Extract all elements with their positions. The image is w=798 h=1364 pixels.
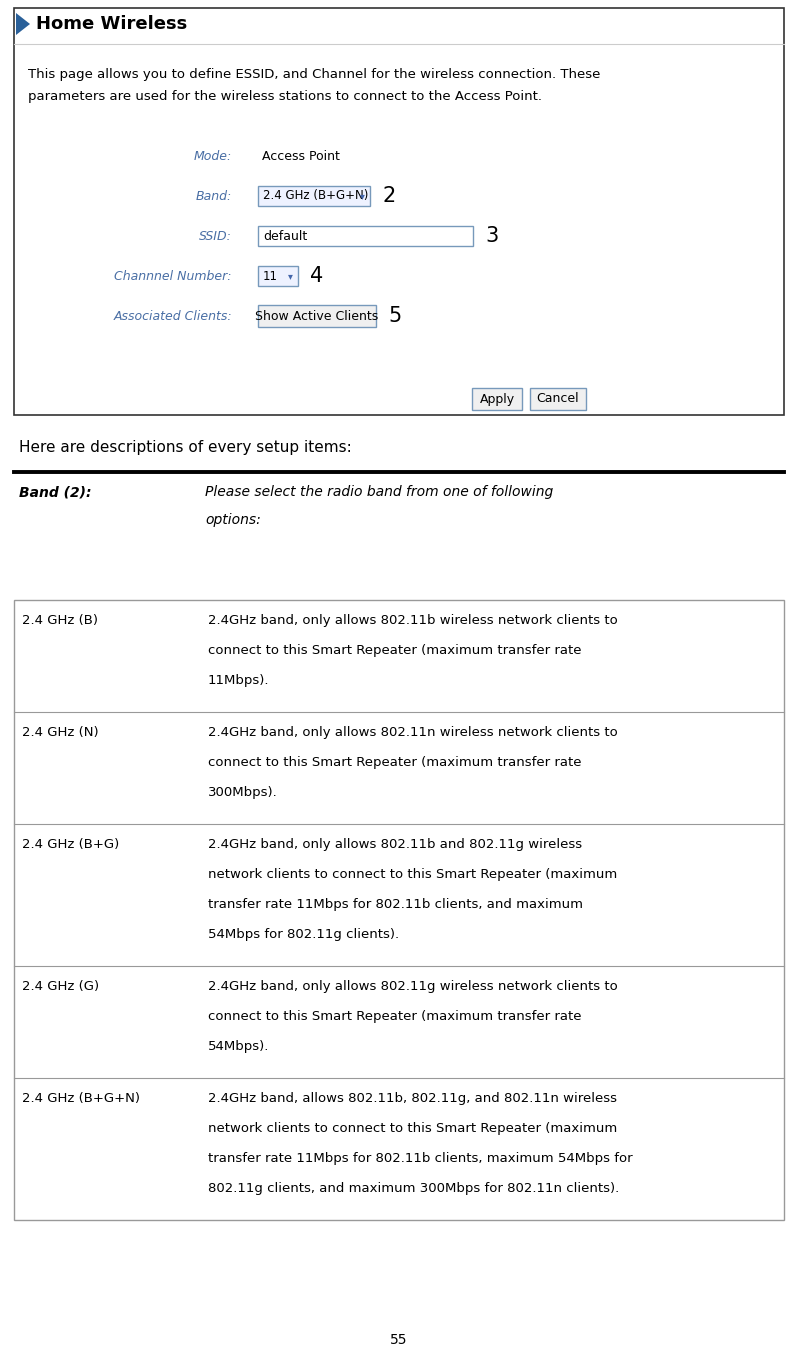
Text: 11Mbps).: 11Mbps). — [208, 674, 270, 687]
Text: 55: 55 — [390, 1333, 408, 1348]
Text: Channnel Number:: Channnel Number: — [114, 270, 232, 282]
Text: Access Point: Access Point — [262, 150, 340, 162]
Text: 2.4GHz band, allows 802.11b, 802.11g, and 802.11n wireless: 2.4GHz band, allows 802.11b, 802.11g, an… — [208, 1093, 617, 1105]
Text: Mode:: Mode: — [194, 150, 232, 162]
Text: 3: 3 — [485, 226, 498, 246]
Text: 2.4 GHz (B+G+N): 2.4 GHz (B+G+N) — [22, 1093, 140, 1105]
Text: 4: 4 — [310, 266, 323, 286]
Text: 2.4 GHz (B): 2.4 GHz (B) — [22, 614, 98, 627]
FancyBboxPatch shape — [530, 387, 586, 411]
Text: 54Mbps for 802.11g clients).: 54Mbps for 802.11g clients). — [208, 928, 399, 941]
Text: connect to this Smart Repeater (maximum transfer rate: connect to this Smart Repeater (maximum … — [208, 644, 582, 657]
Text: Associated Clients:: Associated Clients: — [113, 310, 232, 322]
FancyBboxPatch shape — [14, 8, 784, 415]
Text: 802.11g clients, and maximum 300Mbps for 802.11n clients).: 802.11g clients, and maximum 300Mbps for… — [208, 1183, 619, 1195]
Text: Cancel: Cancel — [537, 393, 579, 405]
Text: 54Mbps).: 54Mbps). — [208, 1039, 270, 1053]
Text: 2.4GHz band, only allows 802.11n wireless network clients to: 2.4GHz band, only allows 802.11n wireles… — [208, 726, 618, 739]
Text: 5: 5 — [388, 306, 401, 326]
Text: default: default — [263, 229, 307, 243]
Text: transfer rate 11Mbps for 802.11b clients, and maximum: transfer rate 11Mbps for 802.11b clients… — [208, 898, 583, 911]
Text: 2.4GHz band, only allows 802.11g wireless network clients to: 2.4GHz band, only allows 802.11g wireles… — [208, 979, 618, 993]
Text: 2: 2 — [382, 186, 395, 206]
Text: 2.4 GHz (B+G): 2.4 GHz (B+G) — [22, 837, 119, 851]
Text: network clients to connect to this Smart Repeater (maximum: network clients to connect to this Smart… — [208, 1123, 617, 1135]
Text: options:: options: — [205, 513, 261, 527]
Text: Please select the radio band from one of following: Please select the radio band from one of… — [205, 486, 553, 499]
Text: Band (2):: Band (2): — [19, 486, 92, 499]
Text: Home Wireless: Home Wireless — [36, 15, 188, 33]
Text: Show Active Clients: Show Active Clients — [255, 310, 378, 322]
Text: SSID:: SSID: — [200, 229, 232, 243]
Text: connect to this Smart Repeater (maximum transfer rate: connect to this Smart Repeater (maximum … — [208, 756, 582, 769]
Text: connect to this Smart Repeater (maximum transfer rate: connect to this Smart Repeater (maximum … — [208, 1009, 582, 1023]
FancyBboxPatch shape — [258, 226, 473, 246]
FancyBboxPatch shape — [14, 600, 784, 1219]
FancyBboxPatch shape — [258, 186, 370, 206]
Text: parameters are used for the wireless stations to connect to the Access Point.: parameters are used for the wireless sta… — [28, 90, 542, 104]
Text: 11: 11 — [263, 270, 278, 282]
Text: 2.4GHz band, only allows 802.11b wireless network clients to: 2.4GHz band, only allows 802.11b wireles… — [208, 614, 618, 627]
Text: 2.4 GHz (B+G+N): 2.4 GHz (B+G+N) — [263, 190, 369, 202]
FancyBboxPatch shape — [472, 387, 522, 411]
Text: transfer rate 11Mbps for 802.11b clients, maximum 54Mbps for: transfer rate 11Mbps for 802.11b clients… — [208, 1153, 633, 1165]
Text: 300Mbps).: 300Mbps). — [208, 786, 278, 799]
Polygon shape — [16, 14, 30, 35]
FancyBboxPatch shape — [258, 266, 298, 286]
Text: This page allows you to define ESSID, and Channel for the wireless connection. T: This page allows you to define ESSID, an… — [28, 68, 600, 80]
FancyBboxPatch shape — [258, 306, 376, 327]
Text: ▾: ▾ — [360, 191, 365, 201]
Text: network clients to connect to this Smart Repeater (maximum: network clients to connect to this Smart… — [208, 868, 617, 881]
Text: Apply: Apply — [480, 393, 515, 405]
Text: Here are descriptions of every setup items:: Here are descriptions of every setup ite… — [19, 441, 352, 456]
Text: 2.4 GHz (G): 2.4 GHz (G) — [22, 979, 99, 993]
Text: 2.4GHz band, only allows 802.11b and 802.11g wireless: 2.4GHz band, only allows 802.11b and 802… — [208, 837, 582, 851]
Text: ▾: ▾ — [287, 271, 292, 281]
Text: Band:: Band: — [196, 190, 232, 202]
Text: 2.4 GHz (N): 2.4 GHz (N) — [22, 726, 99, 739]
